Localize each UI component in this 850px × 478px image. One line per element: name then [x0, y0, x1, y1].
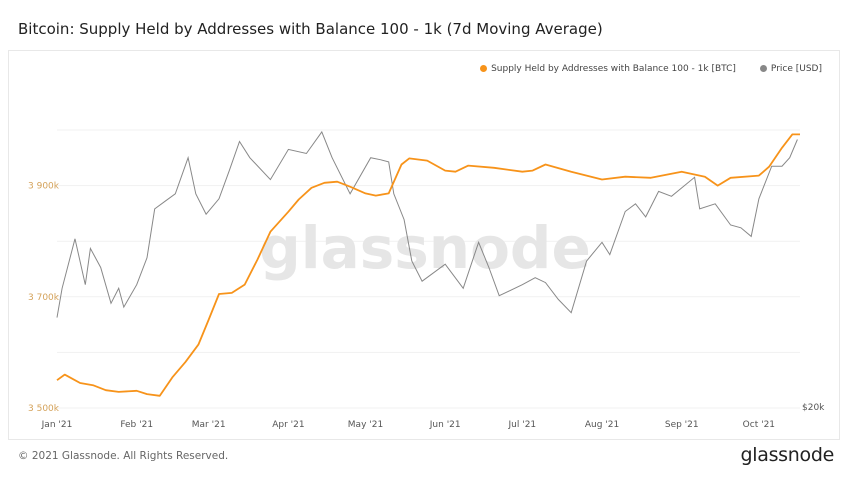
legend-item-supply[interactable]: Supply Held by Addresses with Balance 10…	[480, 64, 736, 74]
y-right-tick-label: $20k	[802, 403, 825, 413]
legend-item-price[interactable]: Price [USD]	[759, 64, 822, 74]
y-left-tick-label: 3 500k	[28, 404, 60, 414]
y-left-tick-label: 3 700k	[28, 293, 60, 303]
x-tick-label: Oct '21	[743, 420, 775, 430]
x-tick-label: Jan '21	[41, 420, 73, 430]
x-tick-label: Sep '21	[665, 420, 699, 430]
price-line	[56, 130, 798, 318]
x-tick-label: May '21	[348, 420, 383, 430]
legend-label-supply: Supply Held by Addresses with Balance 10…	[491, 64, 736, 74]
legend: Supply Held by Addresses with Balance 10…	[480, 64, 822, 74]
x-tick-label: Feb '21	[120, 420, 153, 430]
legend-label-price: Price [USD]	[770, 64, 822, 74]
x-tick-label: Aug '21	[585, 420, 619, 430]
y-left-tick-label: 3 900k	[28, 182, 60, 192]
supply-line	[56, 133, 800, 397]
legend-dot-supply	[480, 65, 488, 72]
glassnode-logo[interactable]: glassnode	[740, 444, 835, 466]
x-tick-label: Apr '21	[272, 420, 304, 430]
chart-card	[8, 50, 840, 440]
x-tick-label: Mar '21	[192, 420, 226, 430]
page-title: Bitcoin: Supply Held by Addresses with B…	[18, 20, 603, 38]
legend-dot-price	[759, 65, 767, 72]
x-tick-label: Jun '21	[429, 420, 461, 430]
copyright: © 2021 Glassnode. All Rights Reserved.	[18, 450, 229, 462]
watermark: glassnode	[259, 214, 591, 282]
x-tick-label: Jul '21	[508, 420, 537, 430]
